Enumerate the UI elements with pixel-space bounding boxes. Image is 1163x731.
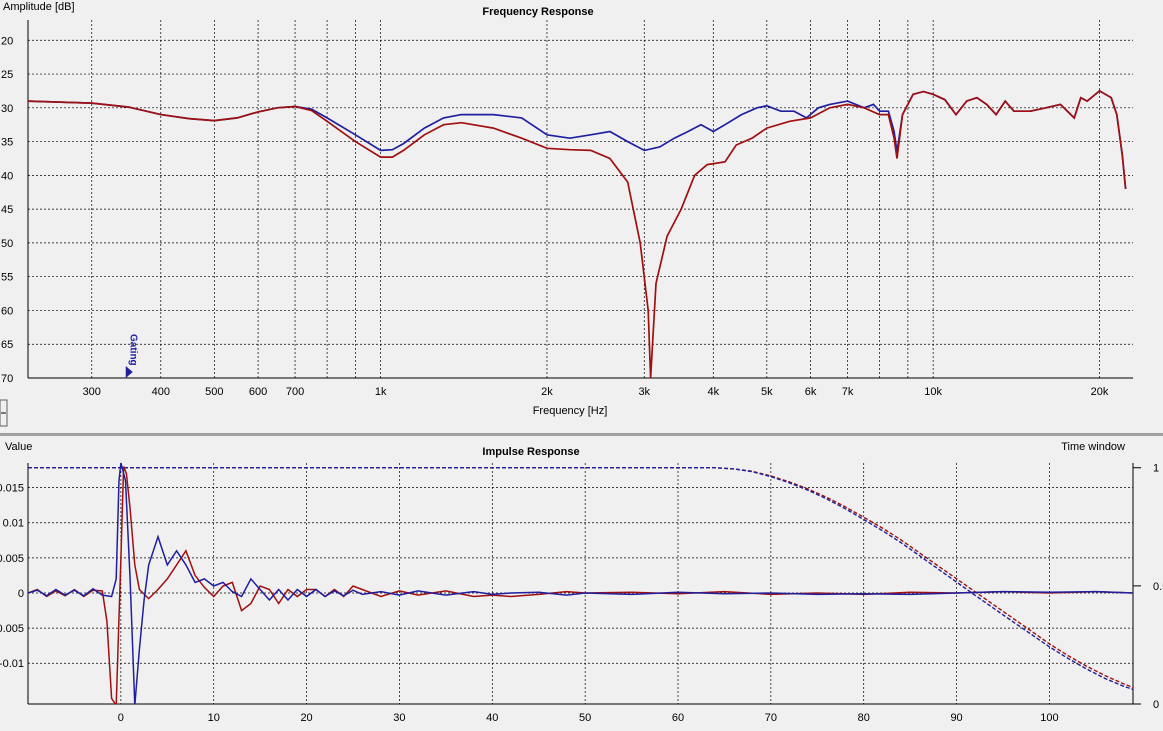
ir-x-tick-label: 10 <box>208 712 220 724</box>
ir-y2-tick-label: 1 <box>1153 463 1159 475</box>
frequency-response-title: Frequency Response <box>482 6 593 18</box>
fr-x-tick-label: 2k <box>541 386 553 398</box>
ir-x-tick-label: 80 <box>858 712 870 724</box>
fr-y-tick-label: 35 <box>1 137 13 149</box>
frequency-response-chart: Frequency Response Amplitude [dB] Freque… <box>0 1 1133 427</box>
ir-y-tick-label: 0.005 <box>0 553 24 565</box>
ir-series-line-blue <box>28 462 1133 704</box>
ir-x-tick-label: 100 <box>1040 712 1058 724</box>
ir-x-tick-label: 90 <box>950 712 962 724</box>
fr-x-tick-label: 300 <box>83 386 101 398</box>
ir-y-tick-label: 0.015 <box>0 483 24 495</box>
ir-y2-tick-label: 0 <box>1153 699 1159 711</box>
ir-x-tick-label: 30 <box>393 712 405 724</box>
fr-series-line-red <box>28 89 1127 378</box>
fr-x-tick-label: 1k <box>375 386 387 398</box>
ir-y-tick-label: -0.005 <box>0 623 24 635</box>
time-window-line-red <box>28 467 1133 689</box>
impulse-response-ylabel: Value <box>5 441 32 453</box>
ir-x-tick-label: 20 <box>300 712 312 724</box>
fr-y-tick-label: 40 <box>1 170 13 182</box>
impulse-response-chart: Impulse Response Value Time window 0.015… <box>0 437 1163 731</box>
fr-x-tick-label: 20k <box>1091 386 1109 398</box>
gating-marker-label: Gating <box>128 334 139 366</box>
time-window-line-blue <box>28 467 1133 691</box>
fr-y-tick-label: 20 <box>1 35 13 47</box>
fr-x-tick-label: 4k <box>707 386 719 398</box>
fr-y-tick-label: 65 <box>1 339 13 351</box>
impulse-response-title: Impulse Response <box>482 446 579 458</box>
ir-y2-tick-label: 0.5 <box>1153 581 1163 593</box>
fr-y-tick-label: 30 <box>1 103 13 115</box>
fr-y-tick-label: 70 <box>1 373 13 385</box>
frequency-response-ylabel: Amplitude [dB] <box>3 1 75 13</box>
ir-x-tick-label: 50 <box>579 712 591 724</box>
fr-x-tick-label: 3k <box>638 386 650 398</box>
fr-y-tick-label: 45 <box>1 204 13 216</box>
ir-y-tick-label: -0.01 <box>0 658 24 670</box>
fr-x-tick-label: 400 <box>152 386 170 398</box>
fr-x-tick-label: 7k <box>842 386 854 398</box>
panel-separator[interactable] <box>0 433 1163 436</box>
ir-y-tick-label: 0 <box>18 588 24 600</box>
fr-x-tick-label: 6k <box>805 386 817 398</box>
fr-x-tick-label: 5k <box>761 386 773 398</box>
time-window-label: Time window <box>1061 441 1125 453</box>
fr-x-tick-label: 500 <box>205 386 223 398</box>
fr-y-tick-label: 60 <box>1 305 13 317</box>
fr-y-tick-label: 25 <box>1 69 13 81</box>
zoom-toggle-button[interactable] <box>0 399 8 427</box>
ir-x-tick-label: 40 <box>486 712 498 724</box>
ir-x-tick-label: 70 <box>765 712 777 724</box>
fr-x-tick-label: 10k <box>924 386 942 398</box>
fr-x-tick-label: 600 <box>249 386 267 398</box>
ir-y-tick-label: 0.01 <box>3 518 24 530</box>
gating-marker[interactable] <box>125 366 133 378</box>
ir-x-tick-label: 60 <box>672 712 684 724</box>
fr-x-tick-label: 700 <box>286 386 304 398</box>
fr-y-tick-label: 50 <box>1 238 13 250</box>
frequency-response-xlabel: Frequency [Hz] <box>533 405 608 417</box>
fr-y-tick-label: 55 <box>1 272 13 284</box>
ir-x-tick-label: 0 <box>118 712 124 724</box>
